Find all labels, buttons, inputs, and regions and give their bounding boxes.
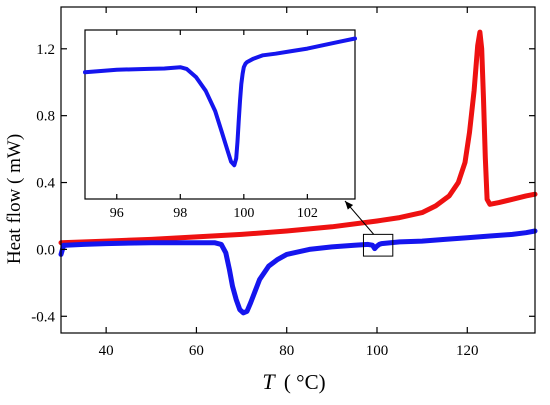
zoom-region-box xyxy=(362,233,394,257)
main-series-layer xyxy=(58,29,538,316)
inset-x-tick-label: 98 xyxy=(173,206,187,221)
x-tick-label: 100 xyxy=(366,343,389,359)
main-plot-frame xyxy=(60,6,536,334)
y-axis-title: Heat flow ( mW) xyxy=(4,134,25,264)
y-tick-label: 0.4 xyxy=(36,176,55,192)
y-tick-label: 0.8 xyxy=(36,109,55,125)
x-tick-label: 120 xyxy=(456,343,479,359)
inset-panel: 96 98 100 102 xyxy=(83,29,357,221)
inset-series-line-1 xyxy=(83,36,357,168)
x-axis-title: T ( °C) xyxy=(262,369,325,394)
inset-x-tick-label: 96 xyxy=(110,206,124,221)
x-tick-label: 80 xyxy=(279,343,294,359)
zoom-marker xyxy=(344,200,394,257)
inset-x-tick-label: 102 xyxy=(297,206,318,221)
main-axes-layer: 40 60 80 100 120 -0.4 0.0 0.4 0.8 1.2 xyxy=(31,6,536,359)
x-tick-label: 60 xyxy=(189,343,204,359)
x-axis-symbol: T xyxy=(262,369,276,394)
inset-frame xyxy=(84,29,356,200)
x-tick-label: 40 xyxy=(99,343,114,359)
y-tick-label: -0.4 xyxy=(31,309,55,325)
main-series-line-2 xyxy=(58,228,538,316)
main-series-line-1 xyxy=(58,29,538,246)
y-tick-label: 0.0 xyxy=(36,242,55,258)
x-axis-unit: ( °C) xyxy=(284,370,326,394)
inset-x-tick-label: 100 xyxy=(233,206,254,221)
zoom-arrow-head xyxy=(345,201,354,210)
y-tick-label: 1.2 xyxy=(36,42,55,58)
